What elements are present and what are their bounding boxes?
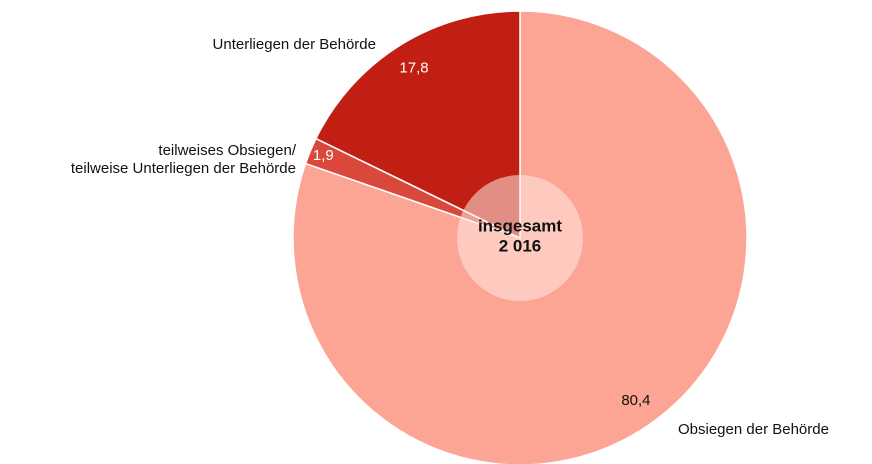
category-label: Unterliegen der Behörde xyxy=(212,36,376,53)
value-label: 1,9 xyxy=(313,147,334,164)
center-circle xyxy=(457,175,583,301)
category-label: teilweises Obsiegen/ teilweise Unterlieg… xyxy=(70,142,296,177)
category-label: Obsiegen der Behörde xyxy=(678,421,829,438)
center-text: insgesamt xyxy=(478,216,562,235)
pie-slice xyxy=(314,10,521,240)
value-label: 17,8 xyxy=(399,59,428,76)
center-text: 2 016 xyxy=(499,236,542,255)
pie-slice xyxy=(292,10,748,464)
value-label: 80,4 xyxy=(621,392,650,409)
